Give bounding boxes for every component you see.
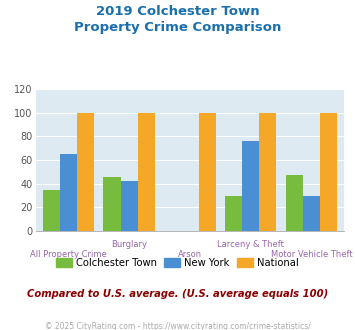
Bar <box>43 190 60 231</box>
Text: Burglary: Burglary <box>111 241 147 249</box>
Bar <box>120 181 138 231</box>
Legend: Colchester Town, New York, National: Colchester Town, New York, National <box>53 254 302 272</box>
Text: All Property Crime: All Property Crime <box>30 250 106 259</box>
Text: 2019 Colchester Town
Property Crime Comparison: 2019 Colchester Town Property Crime Comp… <box>74 5 281 34</box>
Bar <box>103 177 120 231</box>
Text: Arson: Arson <box>178 250 202 259</box>
Bar <box>77 113 94 231</box>
Bar <box>198 113 215 231</box>
Bar <box>320 113 337 231</box>
Bar <box>60 154 77 231</box>
Bar <box>242 141 260 231</box>
Bar <box>225 195 242 231</box>
Bar <box>286 176 303 231</box>
Bar <box>303 195 320 231</box>
Bar <box>138 113 155 231</box>
Text: Motor Vehicle Theft: Motor Vehicle Theft <box>271 250 353 259</box>
Text: Compared to U.S. average. (U.S. average equals 100): Compared to U.S. average. (U.S. average … <box>27 289 328 299</box>
Text: Larceny & Theft: Larceny & Theft <box>217 241 284 249</box>
Text: © 2025 CityRating.com - https://www.cityrating.com/crime-statistics/: © 2025 CityRating.com - https://www.city… <box>45 322 310 330</box>
Bar <box>260 113 277 231</box>
